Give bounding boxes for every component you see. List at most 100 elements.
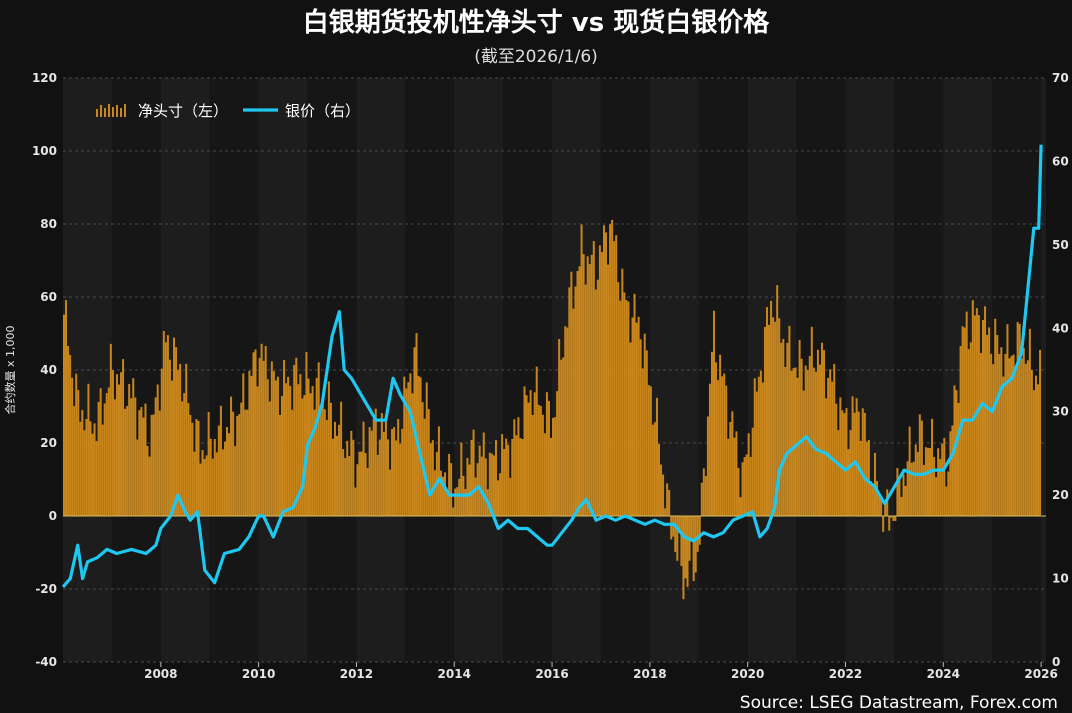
- net-position-bar: [560, 359, 563, 516]
- net-position-bar: [285, 383, 288, 516]
- net-position-bar: [173, 337, 176, 516]
- net-position-bar: [448, 453, 451, 516]
- net-position-bar: [140, 407, 143, 516]
- net-position-bar: [558, 338, 561, 516]
- net-position-bar: [967, 349, 970, 516]
- net-position-bar: [427, 409, 430, 516]
- net-position-bar: [352, 439, 355, 516]
- net-position-bar: [301, 398, 304, 516]
- net-position-bar: [158, 410, 161, 516]
- net-position-bar: [490, 453, 493, 516]
- net-position-bar: [588, 263, 591, 516]
- net-position-bar: [774, 321, 777, 516]
- net-position-bar: [425, 382, 428, 516]
- net-position-bar: [645, 350, 648, 516]
- net-position-bar: [321, 404, 324, 516]
- net-position-bar: [154, 397, 157, 516]
- net-position-bar: [213, 439, 216, 516]
- net-position-bar: [272, 371, 275, 516]
- net-position-bar: [464, 489, 467, 516]
- net-position-bar: [623, 292, 626, 516]
- net-position-bar: [366, 467, 369, 516]
- net-position-bar: [85, 419, 88, 516]
- net-position-bar: [900, 496, 903, 516]
- net-position-bar: [238, 414, 241, 516]
- net-position-bar: [629, 342, 632, 516]
- net-position-bar: [810, 326, 813, 516]
- net-position-bar: [1002, 376, 1005, 516]
- net-position-bar: [670, 516, 673, 540]
- net-position-bar: [150, 414, 153, 516]
- net-position-bar: [83, 430, 86, 516]
- net-position-bar: [411, 393, 414, 516]
- net-position-bar: [835, 403, 838, 516]
- net-position-bar: [105, 393, 108, 516]
- net-position-bar: [994, 318, 997, 516]
- net-position-bar: [482, 432, 485, 516]
- net-position-bar: [69, 354, 72, 516]
- net-position-bar: [474, 477, 477, 516]
- legend-bar-mark: [100, 105, 102, 117]
- net-position-bar: [841, 410, 844, 516]
- legend-bar-mark: [104, 108, 106, 117]
- net-position-bar: [986, 334, 989, 516]
- net-position-bar: [472, 429, 475, 516]
- net-position-bar: [136, 439, 139, 516]
- net-position-bar: [914, 444, 917, 516]
- net-position-bar: [556, 391, 559, 516]
- net-position-bar: [829, 369, 832, 516]
- net-position-bar: [615, 235, 618, 516]
- net-position-bar: [405, 388, 408, 516]
- net-position-bar: [672, 516, 675, 537]
- net-position-bar: [289, 385, 292, 516]
- net-position-bar: [142, 417, 145, 516]
- net-position-bar: [179, 364, 182, 516]
- net-position-bar: [988, 327, 991, 516]
- net-position-bar: [115, 374, 118, 516]
- net-position-bar: [680, 516, 683, 566]
- net-position-bar: [733, 437, 736, 516]
- net-position-bar: [979, 352, 982, 516]
- net-position-bar: [395, 440, 398, 516]
- net-position-bar: [749, 456, 752, 516]
- net-position-bar: [1034, 375, 1037, 516]
- net-position-bar: [806, 370, 809, 516]
- net-position-bar: [511, 439, 514, 516]
- net-position-bar: [965, 311, 968, 516]
- year-band: [307, 78, 357, 662]
- net-position-bar: [731, 411, 734, 516]
- net-position-bar: [331, 438, 334, 516]
- net-position-bar: [572, 308, 575, 516]
- net-position-bar: [124, 408, 127, 516]
- net-position-bar: [639, 339, 642, 516]
- net-position-bar: [1030, 369, 1033, 516]
- net-position-bar: [918, 414, 921, 516]
- x-tick-label: 2008: [144, 667, 177, 681]
- net-position-bar: [356, 464, 359, 516]
- net-position-bar: [419, 377, 422, 516]
- net-position-bar: [996, 334, 999, 516]
- net-position-bar: [780, 342, 783, 516]
- net-position-bar: [584, 284, 587, 516]
- net-position-bar: [924, 447, 927, 516]
- net-position-bar: [825, 398, 828, 516]
- net-position-bar: [676, 516, 679, 561]
- net-position-bar: [753, 378, 756, 516]
- net-position-bar: [403, 376, 406, 516]
- net-position-bar: [429, 443, 432, 516]
- net-position-bar: [802, 390, 805, 516]
- net-position-bar: [818, 364, 821, 516]
- net-position-bar: [602, 225, 605, 516]
- net-position-bar: [660, 464, 663, 516]
- net-position-bar: [878, 494, 881, 516]
- net-position-bar: [130, 398, 133, 516]
- net-position-bar: [662, 474, 665, 516]
- net-position-bar: [370, 430, 373, 516]
- y-left-tick-label: -40: [35, 655, 57, 669]
- net-position-bar: [62, 314, 65, 516]
- net-position-bar: [478, 445, 481, 516]
- net-position-bar: [505, 438, 508, 516]
- net-position-bar: [144, 403, 147, 516]
- net-position-bar: [1014, 367, 1017, 516]
- net-position-bar: [674, 516, 677, 553]
